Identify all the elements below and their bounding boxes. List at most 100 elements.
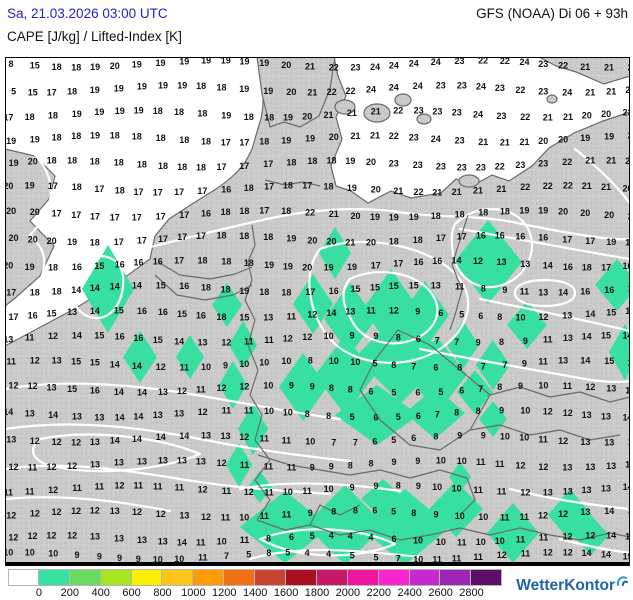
grid-value: 19: [9, 158, 19, 168]
grid-value: 18: [197, 256, 207, 266]
cape-patch: [176, 335, 204, 379]
grid-value: 11: [198, 553, 208, 563]
grid-value: 10: [259, 357, 269, 367]
grid-value: 11: [538, 357, 548, 367]
grid-value: 22: [515, 85, 525, 95]
scale-label: 1000: [181, 587, 206, 599]
grid-value: 18: [221, 257, 231, 267]
grid-value: 10: [153, 555, 163, 565]
grid-value: 12: [543, 548, 553, 558]
grid-value: 12: [198, 484, 208, 494]
grid-value: 13: [558, 356, 568, 366]
grid-value: 9: [350, 482, 355, 492]
grid-value: 14: [110, 436, 120, 446]
grid-value: 20: [6, 206, 16, 216]
grid-value: 14: [133, 412, 143, 422]
grid-value: 11: [287, 462, 297, 472]
grid-value: 19: [155, 58, 165, 68]
grid-value: 15: [114, 306, 124, 316]
grid-value: 22: [393, 106, 403, 116]
grid-value: 13: [5, 334, 13, 344]
grid-value: 5: [372, 359, 377, 369]
grid-value: 13: [177, 456, 187, 466]
grid-value: 11: [455, 282, 465, 292]
grid-value: 16: [179, 281, 189, 291]
grid-value: 12: [67, 461, 77, 471]
scale-label: 2400: [397, 587, 422, 599]
grid-value: 7: [224, 551, 229, 561]
grid-value: 18: [323, 181, 333, 191]
grid-value: 16: [90, 386, 100, 396]
grid-value: 24: [370, 62, 380, 72]
grid-value: 11: [432, 554, 442, 564]
grid-value: 15: [370, 283, 380, 293]
grid-value: 19: [30, 134, 40, 144]
grid-value: 9: [522, 358, 527, 368]
grid-value: 20: [110, 61, 120, 71]
grid-value: 21: [606, 87, 616, 97]
grid-value: 19: [347, 183, 357, 193]
grid-value: 9: [97, 552, 102, 562]
contour-lines: [3, 69, 632, 561]
grid-value: 19: [239, 286, 249, 296]
parameter-title: CAPE [J/kg] / Lifted-Index [K]: [7, 29, 182, 44]
grid-value: 23: [496, 111, 506, 121]
wetterkontor-logo[interactable]: WetterKontor: [516, 576, 629, 595]
grid-value: 19: [409, 212, 419, 222]
grid-value: 12: [48, 331, 58, 341]
grid-value: 9: [523, 336, 528, 346]
grid-value: 18: [582, 263, 592, 273]
grid-value: 14: [90, 283, 100, 293]
cape-patch: [229, 321, 257, 369]
grid-value: 18: [90, 238, 100, 248]
grid-value: 16: [580, 287, 590, 297]
grid-value: 21: [452, 187, 462, 197]
grid-value: 18: [221, 284, 231, 294]
grid-value: 6: [459, 386, 464, 396]
grid-value: 17: [585, 236, 595, 246]
cape-scale-labels: 0 200 400 600 800 1000 1200 1400 1600 1800 2000 220…: [0, 587, 633, 600]
grid-value: 10: [350, 357, 360, 367]
danish-island: [363, 103, 391, 123]
grid-value: 11: [28, 463, 38, 473]
grid-value: 17: [393, 259, 403, 269]
grid-value: 15: [389, 281, 399, 291]
grid-value: 16: [563, 262, 573, 272]
grid-value: 10: [495, 536, 505, 546]
cape-patch: [476, 340, 510, 390]
grid-value: 18: [286, 157, 296, 167]
grid-value: 22: [543, 181, 553, 191]
scale-label: 600: [122, 587, 141, 599]
cape-patch: [405, 387, 465, 439]
grid-value: 17: [221, 137, 231, 147]
grid-value: 13: [581, 485, 591, 495]
cape-patch: [449, 462, 471, 492]
grid-value: 5: [391, 387, 396, 397]
grid-value: 9: [310, 462, 315, 472]
grid-value: 14: [543, 261, 553, 271]
grid-value: 12: [538, 462, 548, 472]
grid-value: 12: [30, 436, 40, 446]
grid-value: 18: [455, 209, 465, 219]
grid-value: 6: [368, 386, 373, 396]
cape-patch: [319, 227, 351, 279]
grid-value: 17: [179, 210, 189, 220]
grid-value: 19: [94, 107, 104, 117]
grid-value: 13: [538, 287, 548, 297]
grid-value: 11: [240, 460, 250, 470]
danish-island: [416, 113, 432, 125]
grid-value: 20: [538, 136, 548, 146]
scale-label: 2000: [335, 587, 361, 599]
grid-value: 19: [263, 86, 273, 96]
grid-value: 8: [329, 383, 334, 393]
grid-value: 21: [371, 107, 381, 117]
grid-value: 19: [239, 84, 249, 94]
grid-value: 19: [90, 62, 100, 72]
grid-value: 16: [158, 307, 168, 317]
ruegen-island: [458, 174, 480, 188]
grid-value: 18: [52, 286, 62, 296]
grid-value: 11: [520, 287, 530, 297]
cape-patch: [305, 485, 385, 565]
grid-value: 19: [239, 57, 249, 67]
